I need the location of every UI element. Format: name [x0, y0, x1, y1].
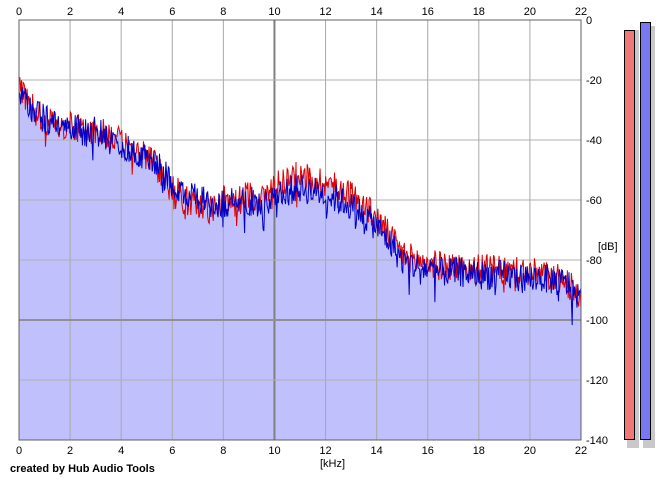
x-tick-label: 12 — [319, 445, 331, 457]
x-tick-label: 18 — [473, 445, 485, 457]
series-line-layer — [18, 77, 582, 325]
y-tick-label: -40 — [586, 135, 602, 147]
x-tick-label: 10 — [268, 6, 280, 18]
y-tick-label: -140 — [586, 435, 608, 447]
x-tick-label: 0 — [16, 6, 22, 18]
x-tick-label: 4 — [118, 445, 124, 457]
x-tick-label: 14 — [371, 6, 383, 18]
y-tick-labels: 0 -20 -40 -60 -80 -100 -120 -140 — [586, 15, 608, 447]
x-tick-label: 18 — [473, 6, 485, 18]
x-tick-label: 8 — [220, 6, 226, 18]
x-tick-label: 16 — [422, 6, 434, 18]
x-tick-labels-top: 0 2 4 6 8 10 12 14 16 18 20 22 — [16, 6, 587, 18]
y-tick-label: -100 — [586, 315, 608, 327]
y-tick-label: -80 — [586, 255, 602, 267]
x-tick-label: 20 — [524, 445, 536, 457]
plot-frame — [18, 19, 582, 441]
x-tick-label: 16 — [422, 445, 434, 457]
plot-border — [18, 19, 582, 441]
x-tick-label: 6 — [169, 445, 175, 457]
x-tick-label: 8 — [220, 445, 226, 457]
x-tick-label: 6 — [169, 6, 175, 18]
y-tick-label: -120 — [586, 375, 608, 387]
series-line-0 — [18, 77, 582, 309]
series-line-1 — [18, 87, 582, 325]
x-tick-label: 14 — [371, 445, 383, 457]
x-tick-label: 2 — [67, 6, 73, 18]
x-tick-labels-bottom: 0 2 4 6 8 10 12 14 16 18 20 22 — [16, 445, 587, 457]
x-tick-label: 22 — [575, 445, 587, 457]
y-tick-label: 0 — [586, 15, 592, 27]
x-tick-label: 12 — [319, 6, 331, 18]
y-axis-label: [dB] — [598, 241, 618, 253]
x-tick-label: 10 — [268, 445, 280, 457]
meter-right-bar — [640, 22, 651, 440]
y-tick-label: -20 — [586, 75, 602, 87]
x-tick-label: 0 — [16, 445, 22, 457]
x-tick-label: 2 — [67, 445, 73, 457]
x-tick-label: 20 — [524, 6, 536, 18]
x-tick-label: 22 — [575, 6, 587, 18]
credit-text: created by Hub Audio Tools — [10, 463, 155, 475]
x-axis-label: [kHz] — [320, 458, 345, 470]
x-tick-label: 4 — [118, 6, 124, 18]
meter-left-bar — [624, 30, 635, 440]
y-tick-label: -60 — [586, 195, 602, 207]
